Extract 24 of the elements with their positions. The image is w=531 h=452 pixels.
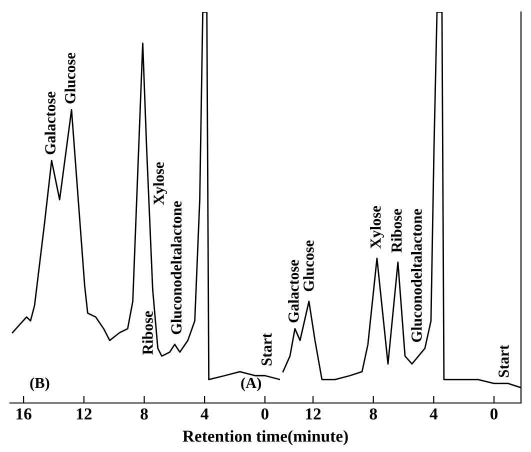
x-tick-label: 0 (261, 408, 268, 420)
annotation: (A) (241, 377, 262, 392)
x-tick-label: 4 (200, 408, 208, 420)
x-axis-title: Retention time(minute) (182, 430, 348, 446)
x-tick-label: 12 (76, 408, 92, 420)
x-tick-label: 8 (370, 408, 377, 420)
annotation: Ribose (391, 209, 402, 253)
x-tick-label: 8 (140, 408, 148, 420)
x-tick-label: 4 (430, 408, 438, 420)
x-tick-label: 0 (490, 408, 498, 420)
annotation: Glucose (303, 240, 314, 292)
annotation: Start (261, 333, 272, 366)
x-tick-label: 16 (16, 408, 32, 420)
annotation: Gluconodeltalactone (411, 209, 422, 342)
x-tick-label: 12 (306, 408, 321, 420)
annotation: Xylose (153, 162, 168, 205)
annotation: Gluconodeltalactone (170, 201, 182, 334)
annotation: Ribose (142, 311, 153, 355)
annotation: Galactose (44, 92, 56, 154)
annotation: (B) (30, 377, 50, 392)
annotation: Glucose (64, 52, 76, 104)
annotation: Start (498, 344, 509, 378)
annotation: Galactose (288, 260, 299, 322)
annotation: Xylose (370, 206, 384, 249)
